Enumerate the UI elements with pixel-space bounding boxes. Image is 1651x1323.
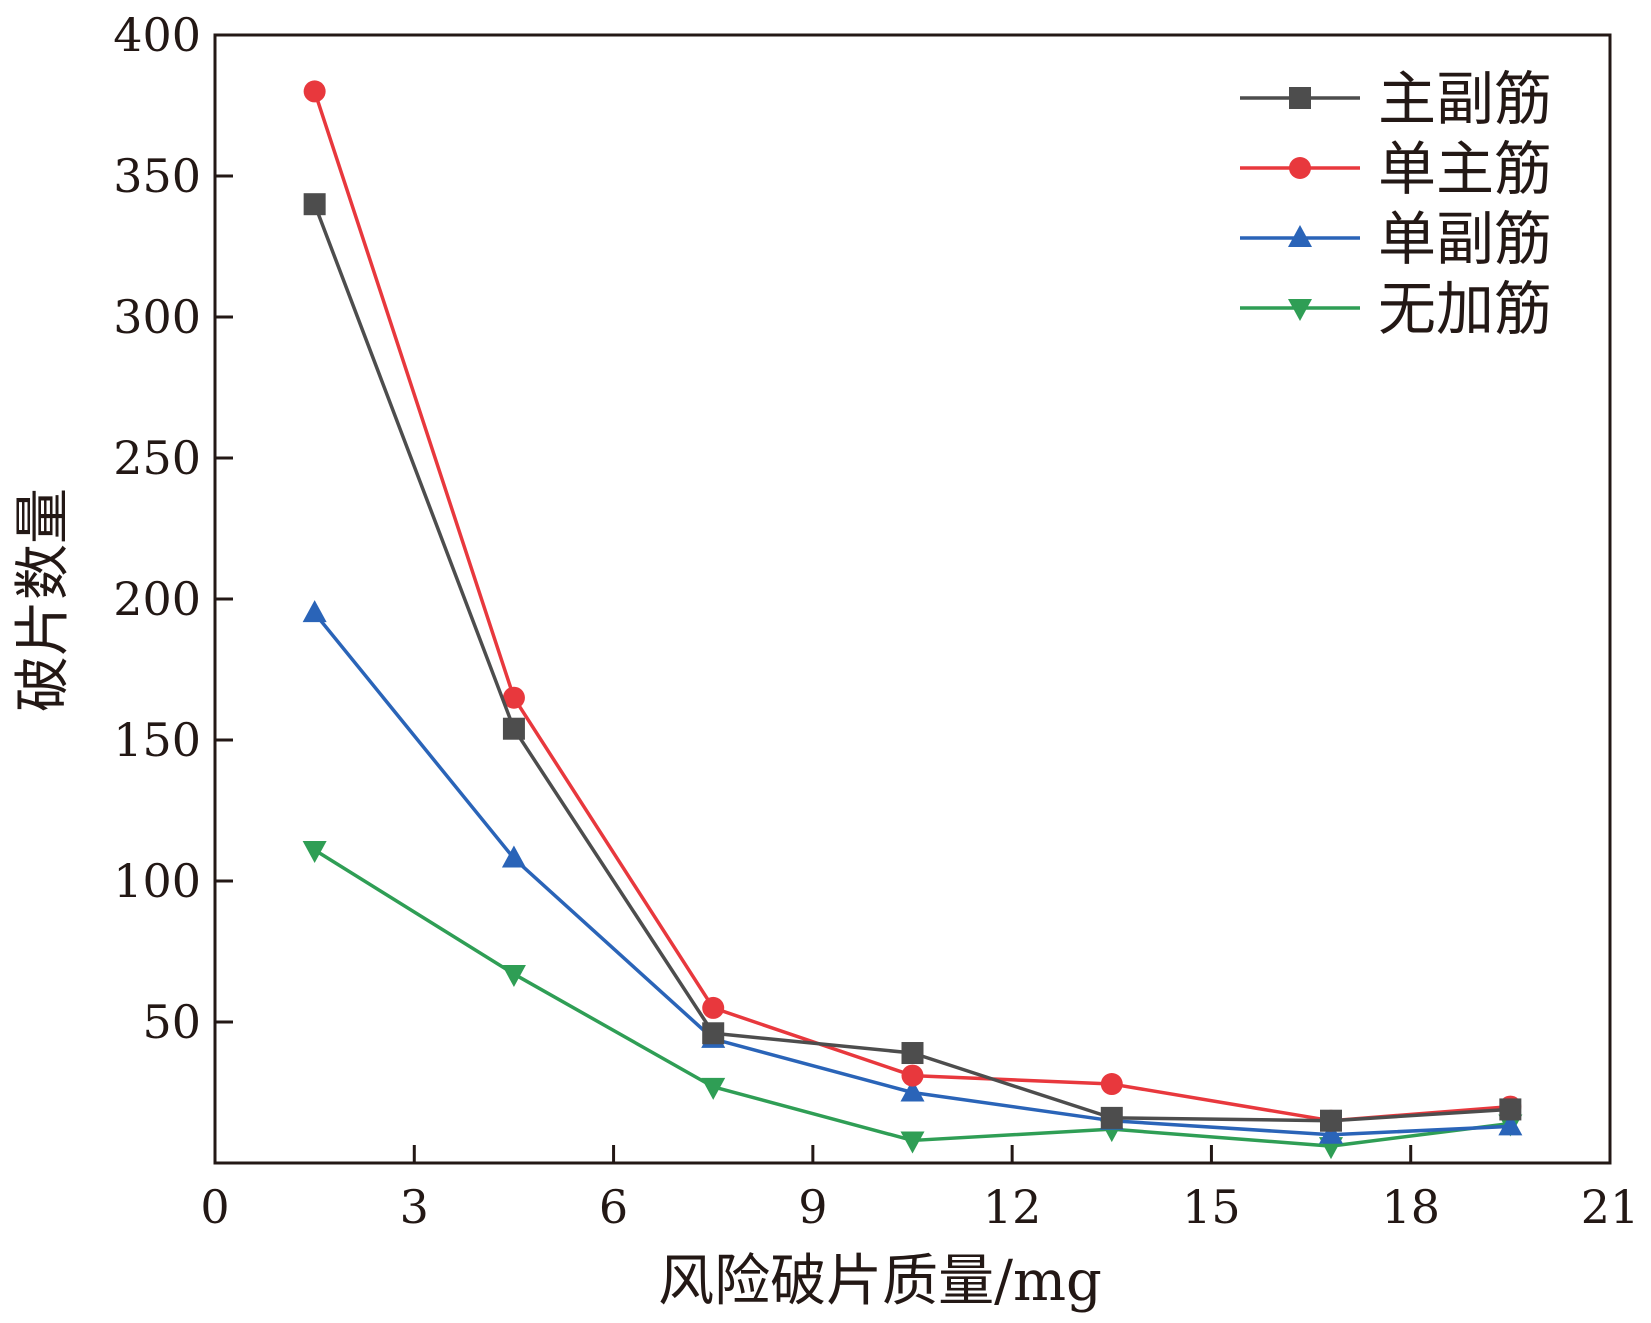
y-tick-label: 300 [113,290,201,344]
series-line [313,203,1511,1123]
legend-marker [1288,225,1312,247]
x-tick-label: 3 [400,1180,429,1234]
series-line [312,90,1511,1123]
legend-item: 单副筋 [1240,205,1552,273]
data-point [1100,1073,1123,1096]
y-axis: 50 100 150 200 250 300 350 400 [113,8,233,1049]
series-1 [303,193,1522,1132]
legend-item: 主副筋 [1240,65,1552,133]
legend-label: 单副筋 [1378,205,1552,273]
legend-label: 单主筋 [1378,135,1552,203]
legend-marker [1288,299,1312,321]
x-tick-label: 15 [1182,1180,1241,1234]
x-axis: 0 3 6 9 12 15 18 21 [200,1145,1639,1234]
data-point [701,1077,726,1100]
data-point [502,717,525,740]
data-point [900,1131,925,1154]
data-point [303,80,326,103]
x-tick-label: 0 [200,1180,229,1234]
data-point [501,845,526,868]
data-point [900,1079,925,1102]
legend-marker [1289,87,1311,109]
x-tick-label: 21 [1581,1180,1640,1234]
y-tick-label: 100 [113,854,201,908]
x-tick-label: 12 [983,1180,1042,1234]
data-point [1498,1113,1523,1136]
data-point [1499,1098,1522,1121]
y-tick-label: 400 [113,8,201,62]
data-point [502,686,525,709]
x-tick-label: 6 [599,1180,628,1234]
data-point [901,1042,924,1065]
x-tick-label: 9 [798,1180,827,1234]
y-tick-label: 50 [142,995,201,1049]
y-tick-label: 250 [113,431,201,485]
legend-label: 主副筋 [1378,65,1552,133]
data-point [1100,1106,1123,1129]
x-axis-title: 风险破片质量/mg [658,1249,1102,1314]
data-point [302,840,327,863]
data-point [302,600,327,623]
data-point [501,965,526,988]
legend-item: 单主筋 [1240,135,1552,203]
y-tick-label: 150 [113,713,201,767]
data-point [901,1064,924,1087]
data-point [1319,1121,1343,1144]
y-tick-label: 200 [113,572,201,626]
data-point [702,996,725,1019]
x-tick-label: 18 [1381,1180,1440,1234]
y-tick-label: 350 [113,149,201,203]
series-line [313,848,1511,1148]
data-point [702,1022,725,1045]
y-axis-title: 破片数量 [11,488,76,712]
legend-marker [1289,157,1311,179]
data-point [1320,1109,1342,1132]
legend-item: 无加筋 [1240,275,1552,343]
data-point [303,193,326,216]
series-layer [302,80,1523,1160]
legend-label: 无加筋 [1378,275,1552,343]
